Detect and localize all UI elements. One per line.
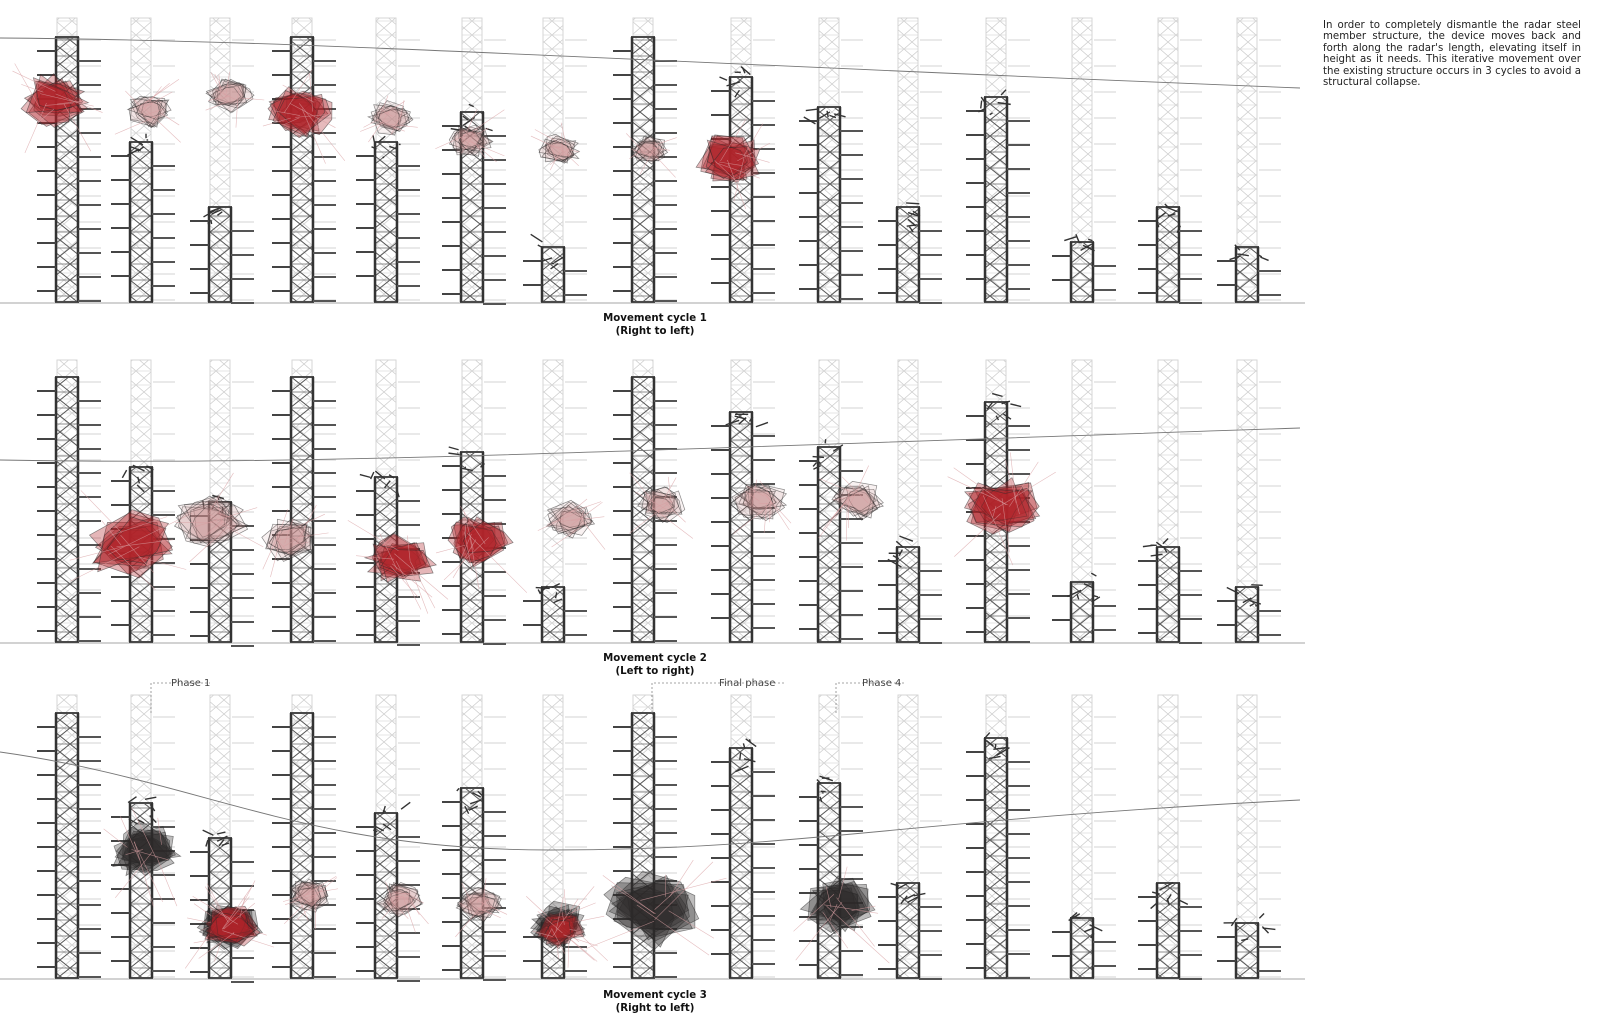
- device-icon: [103, 807, 182, 907]
- device-icon: [537, 498, 606, 550]
- tower-icon: [356, 17, 420, 303]
- phase-bracket: [835, 682, 905, 713]
- cycle-3-direction: (Right to left): [615, 1003, 695, 1014]
- device-icon: [947, 452, 1056, 566]
- tower-icon: [37, 359, 101, 643]
- tower-icon: [1138, 694, 1202, 980]
- tower-icon: [966, 694, 1030, 979]
- tower-icon: [1052, 17, 1116, 303]
- cycle-1-device-path: [0, 37, 1301, 210]
- device-icon: [818, 465, 884, 541]
- phase-bracket: [150, 682, 210, 713]
- cycle-3-caption: Movement cycle 3 (Right to left): [520, 989, 790, 1015]
- cycle-2-device-path: [0, 427, 1301, 614]
- tower-icon: [190, 17, 254, 304]
- device-icon: [532, 896, 598, 968]
- tower-icon: [1052, 359, 1116, 643]
- tower-icon: [37, 17, 101, 303]
- tower-icon: [1217, 17, 1281, 303]
- device-icon: [360, 95, 418, 143]
- cycle-3-device-path: [0, 751, 1301, 969]
- tower-icon: [1217, 359, 1281, 643]
- tower-icon: [711, 17, 775, 303]
- device-icon: [347, 520, 449, 614]
- tower-icon: [878, 359, 942, 644]
- tower-icon: [111, 359, 175, 643]
- device-icon: [262, 69, 346, 164]
- device-icon: [192, 886, 275, 959]
- tower-icon: [111, 17, 175, 303]
- cycle-2-title: Movement cycle 2: [603, 653, 707, 664]
- tower-icon: [711, 694, 775, 979]
- device-icon: [114, 79, 181, 143]
- device-icon: [12, 63, 103, 153]
- device-icon: [695, 118, 771, 210]
- tower-icon: [799, 694, 863, 979]
- device-icon: [376, 881, 429, 933]
- device-icon: [173, 472, 264, 563]
- cycle-2-direction: (Left to right): [615, 666, 695, 677]
- device-icon: [205, 71, 265, 128]
- device-icon: [282, 876, 339, 930]
- tower-icon: [1217, 694, 1281, 979]
- tower-icon: [878, 17, 942, 304]
- device-icon: [626, 133, 677, 178]
- cycle-2-caption: Movement cycle 2 (Left to right): [520, 652, 790, 678]
- device-icon: [586, 859, 727, 956]
- tower-icon: [1052, 694, 1116, 979]
- phase-4-label: Phase 4: [862, 678, 902, 689]
- device-icon: [69, 490, 193, 591]
- tower-icon: [356, 359, 420, 646]
- device-icon: [731, 479, 792, 534]
- tower-icon: [272, 17, 336, 303]
- device-icon: [530, 122, 581, 171]
- tower-icon: [966, 17, 1030, 303]
- phase-1-label: Phase 1: [171, 678, 211, 689]
- device-icon: [455, 878, 508, 938]
- tower-icon: [523, 359, 587, 643]
- tower-icon: [523, 17, 587, 303]
- tower-icon: [1138, 17, 1202, 304]
- tower-icon: [878, 694, 942, 980]
- cycle-1-direction: (Right to left): [615, 326, 695, 337]
- tower-icon: [799, 17, 863, 303]
- final-phase-label: Final phase: [719, 678, 776, 689]
- cycle-3-title: Movement cycle 3: [603, 990, 707, 1001]
- tower-icon: [966, 359, 1030, 643]
- tower-icon: [356, 694, 420, 982]
- cycle-1-title: Movement cycle 1: [603, 313, 707, 324]
- tower-icon: [272, 694, 336, 979]
- cycle-1-caption: Movement cycle 1 (Right to left): [520, 312, 790, 338]
- tower-icon: [442, 694, 506, 981]
- tower-icon: [442, 359, 506, 645]
- description-text: In order to completely dismantle the rad…: [1323, 20, 1581, 89]
- tower-icon: [111, 694, 175, 979]
- tower-icon: [37, 694, 101, 979]
- tower-icon: [442, 17, 506, 305]
- tower-icon: [272, 359, 336, 643]
- cycle-2-diagram: [0, 359, 1305, 647]
- device-icon: [261, 504, 329, 578]
- device-icon: [629, 472, 694, 539]
- tower-icon: [711, 359, 775, 643]
- tower-icon: [1138, 359, 1202, 644]
- phase-bracket: [651, 682, 784, 713]
- device-icon: [435, 505, 528, 593]
- device-icon: [435, 109, 505, 163]
- device-icon: [793, 866, 890, 964]
